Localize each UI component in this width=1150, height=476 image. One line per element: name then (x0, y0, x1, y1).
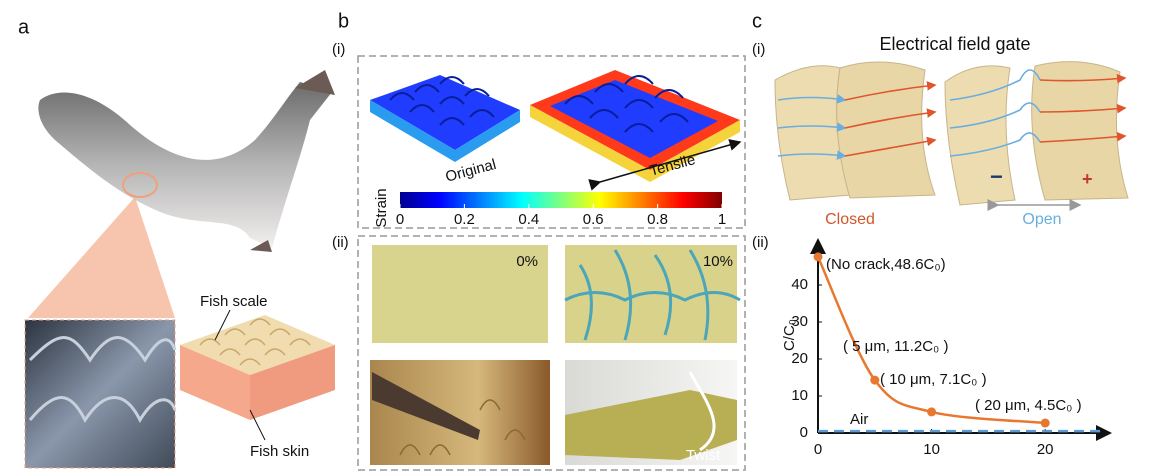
y-axis-label: C/C₀ (781, 319, 798, 351)
block-side (250, 345, 335, 420)
colorbar-tick-label: 0.4 (518, 211, 539, 228)
sim-scales (389, 76, 495, 126)
panel-b: b (i) Original Tensile Strain 0 0.2 0.4 0.6… (332, 10, 746, 471)
sign: + (1082, 169, 1093, 189)
colorbar-label: Strain (373, 188, 390, 227)
block-top (180, 315, 335, 375)
state-label: Open (1022, 211, 1061, 228)
zoom-circle (122, 172, 158, 198)
title: Electrical field gate (879, 34, 1030, 54)
field-lines (1039, 103, 1127, 114)
sub-label: (ii) (332, 234, 349, 251)
x-tick-label: 20 (1037, 441, 1054, 458)
fish (38, 82, 332, 248)
field-lines (949, 132, 1041, 157)
x-tick-label: 0 (814, 441, 822, 458)
x-tick-label: 10 (923, 441, 940, 458)
block-side (180, 345, 250, 420)
colorbar-tick-label: 0.6 (583, 211, 604, 228)
field-lines (949, 69, 1041, 101)
y-tick-label: 10 (791, 387, 808, 404)
state-label: Closed (825, 211, 875, 228)
annotation: ( 20 μm, 4.5C₀ ) (975, 397, 1082, 414)
data-point (870, 375, 880, 385)
field-lines (844, 81, 937, 101)
annotation: ( 10 μm, 7.1C₀ ) (880, 371, 987, 388)
y-tick-label: 0 (800, 424, 808, 441)
panel-label: a (18, 16, 30, 38)
scale-piece (944, 65, 1016, 206)
photo-label: 0% (516, 253, 538, 270)
fish-fin (250, 70, 335, 252)
scale-piece (836, 61, 936, 199)
sim-original-side (370, 100, 520, 162)
scale-pattern (399, 399, 526, 456)
sub-label: (i) (332, 41, 345, 58)
block-scales (199, 318, 311, 366)
twisted-film (565, 390, 737, 460)
plot: 0 10 20 0 10 20 30 40 C/C₀ Air (No crack,48.6C₀) ( … (781, 238, 1112, 458)
field-lines (949, 102, 1041, 129)
pointer (214, 309, 231, 341)
field-lines (1039, 73, 1127, 84)
photo-label: 10% (703, 253, 733, 270)
photo (372, 245, 548, 343)
scale-piece (1031, 61, 1129, 201)
pointer (249, 409, 266, 441)
field-lines (844, 136, 937, 157)
field-lines (844, 108, 937, 129)
y-tick-label: 30 (791, 313, 808, 330)
series-line (816, 256, 1046, 425)
panel-label: b (338, 10, 349, 32)
frame (357, 235, 746, 471)
colorbar (400, 192, 722, 208)
panel-label: c (752, 10, 762, 32)
colorbar-tick-label: 0.8 (647, 211, 668, 228)
photo-label: Twist (686, 447, 721, 464)
y-tick-label: 20 (791, 350, 808, 367)
colorbar-tick-label: 0.2 (454, 211, 475, 228)
photo (370, 360, 550, 465)
annotation: ( 5 μm, 11.2C₀ ) (843, 338, 948, 355)
sim-tensile-inner (550, 80, 718, 158)
panel-a: a Fish scale Fish skin (18, 16, 335, 469)
series-label: Air (850, 411, 868, 428)
field-lines (777, 122, 847, 132)
sim-original (370, 75, 520, 150)
label: Original (444, 156, 498, 186)
zoom-cone (28, 197, 175, 318)
sign: − (990, 164, 1003, 189)
colorbar-tick-label: 0 (396, 211, 404, 228)
data-point (813, 252, 823, 262)
crack-pattern (564, 249, 741, 341)
field-lines (777, 94, 847, 104)
twist-arrow (688, 371, 716, 452)
annotation: (No crack,48.6C₀) (826, 256, 946, 273)
field-lines (777, 69, 1127, 160)
y-tick-label: 40 (791, 276, 808, 293)
sub-label: (i) (752, 41, 765, 58)
knife (372, 372, 480, 440)
panel-c: c (i) Electrical field gate − + Closed O… (752, 10, 1129, 458)
tensile-arrow (588, 139, 742, 191)
data-point (1040, 418, 1050, 428)
label: Fish scale (200, 293, 268, 310)
colorbar-tick-label: 1 (718, 211, 726, 228)
label: Fish skin (250, 443, 309, 460)
frame (357, 55, 746, 229)
field-lines (777, 150, 847, 160)
field-lines (1039, 131, 1127, 143)
sim-scales (564, 75, 689, 133)
scale-photo (24, 319, 176, 469)
data-point (927, 407, 937, 417)
colorbar-ticks: 0 0.2 0.4 0.6 0.8 1 (396, 204, 726, 228)
scale-pattern (28, 336, 177, 424)
sub-label: (ii) (752, 234, 769, 251)
